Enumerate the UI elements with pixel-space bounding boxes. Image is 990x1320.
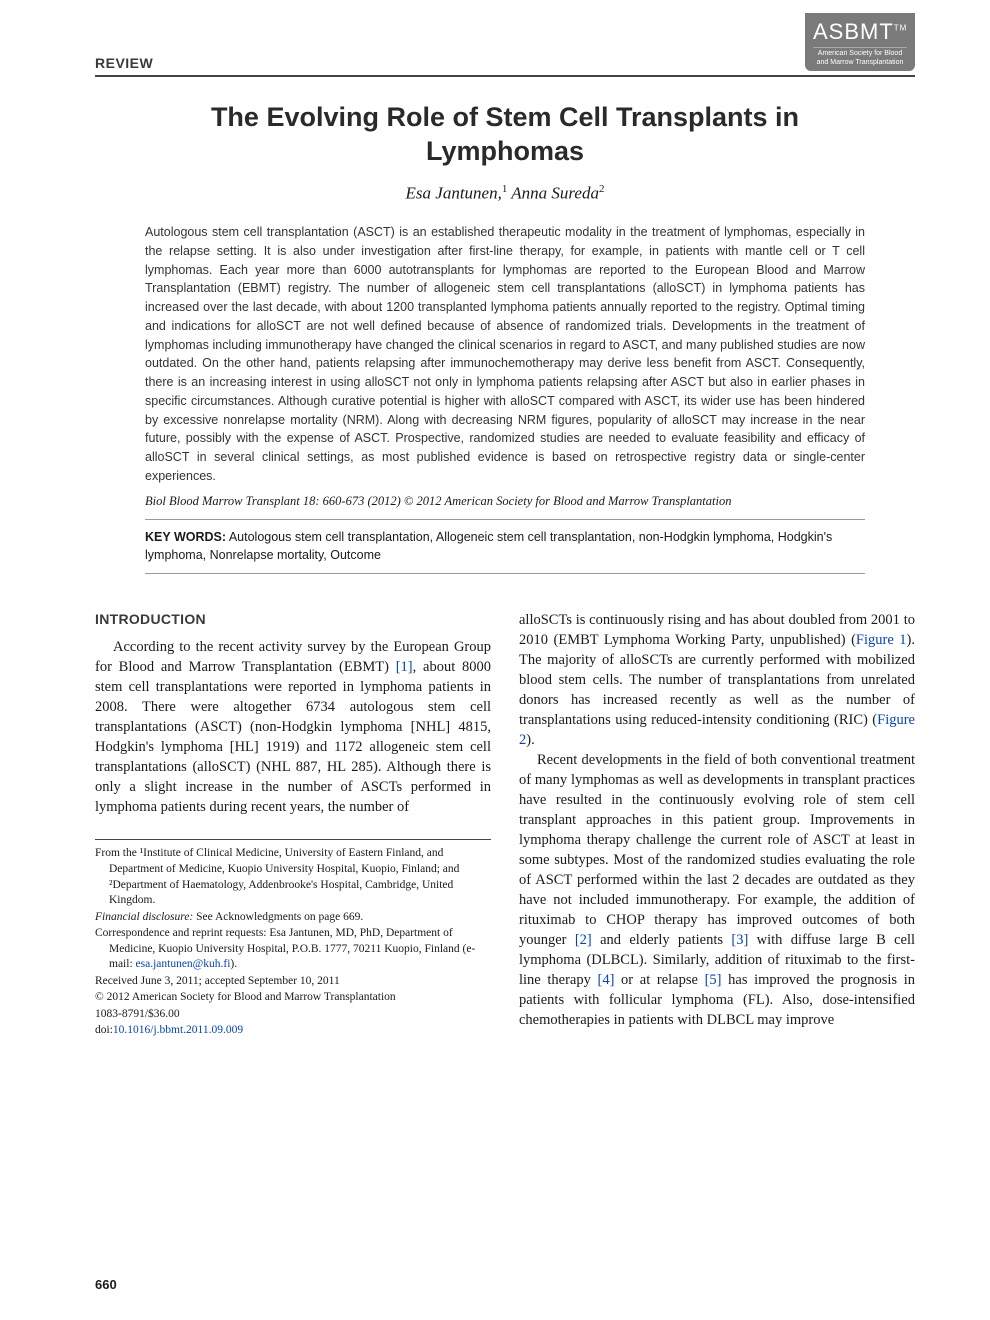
body-columns: INTRODUCTION According to the recent act… [95, 610, 915, 1040]
keywords-block: KEY WORDS: Autologous stem cell transpla… [145, 519, 865, 575]
dates-footnote: Received June 3, 2011; accepted Septembe… [95, 974, 491, 990]
body-paragraph: alloSCTs is continuously rising and has … [519, 610, 915, 750]
affiliation-footnote: From the ¹Institute of Clinical Medicine… [95, 846, 491, 908]
keywords-text: Autologous stem cell transplantation, Al… [145, 530, 832, 563]
publisher-logo: ASBMTTM American Society for Blood and M… [805, 13, 915, 71]
citation-line: Biol Blood Marrow Transplant 18: 660-673… [145, 494, 865, 509]
abstract: Autologous stem cell transplantation (AS… [145, 223, 865, 486]
body-paragraph: According to the recent activity survey … [95, 637, 491, 817]
footnotes-block: From the ¹Institute of Clinical Medicine… [95, 839, 491, 1038]
doi-link[interactable]: 10.1016/j.bbmt.2011.09.009 [113, 1024, 243, 1036]
copyright-footnote: © 2012 American Society for Blood and Ma… [95, 990, 491, 1006]
logo-subtitle: American Society for Blood and Marrow Tr… [813, 50, 907, 67]
citation-link[interactable]: [5] [705, 972, 722, 988]
email-link[interactable]: esa.jantunen@kuh.fi [136, 958, 231, 970]
author-list: Esa Jantunen,1 Anna Sureda2 [95, 183, 915, 204]
section-label: REVIEW [95, 55, 153, 71]
column-right: alloSCTs is continuously rising and has … [519, 610, 915, 1040]
keywords-label: KEY WORDS: [145, 530, 226, 544]
citation-link[interactable]: [2] [575, 932, 592, 948]
citation-link[interactable]: [4] [598, 972, 615, 988]
doi-footnote: doi:10.1016/j.bbmt.2011.09.009 [95, 1023, 491, 1039]
header-row: REVIEW ASBMTTM American Society for Bloo… [95, 55, 915, 77]
figure-link[interactable]: Figure 1 [856, 632, 907, 648]
article-title: The Evolving Role of Stem Cell Transplan… [155, 101, 855, 169]
issn-footnote: 1083-8791/$36.00 [95, 1007, 491, 1023]
page-number: 660 [95, 1277, 117, 1292]
disclosure-footnote: Financial disclosure: See Acknowledgment… [95, 910, 491, 926]
body-paragraph: Recent developments in the field of both… [519, 750, 915, 1030]
citation-link[interactable]: [3] [731, 932, 748, 948]
citation-link[interactable]: [1] [396, 659, 413, 675]
correspondence-footnote: Correspondence and reprint requests: Esa… [95, 926, 491, 973]
column-left: INTRODUCTION According to the recent act… [95, 610, 491, 1040]
intro-heading: INTRODUCTION [95, 610, 491, 629]
logo-acronym: ASBMTTM [813, 19, 907, 48]
